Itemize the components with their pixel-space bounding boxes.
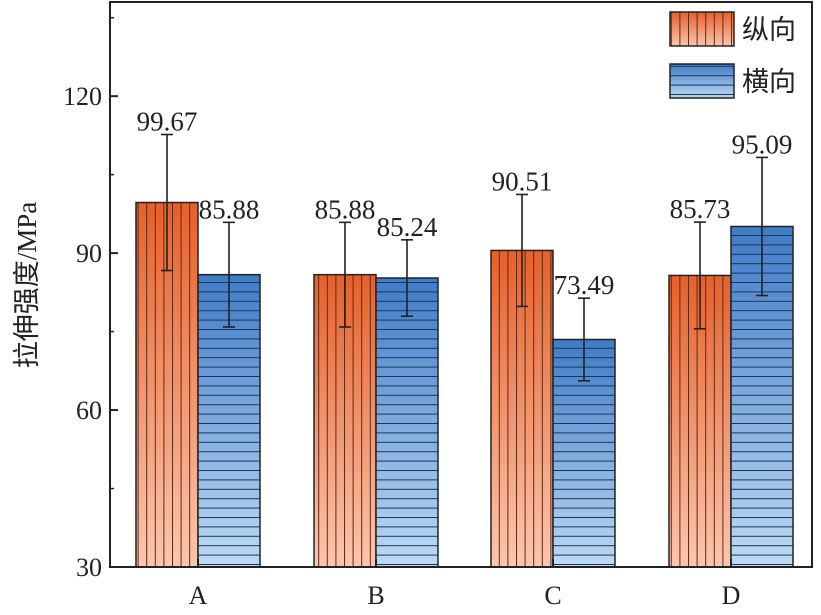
legend-swatch-hatch-longitudinal (669, 11, 735, 47)
plot-frame (109, 1, 813, 568)
data-label-bar-transverse-d: 95.09 (732, 129, 793, 159)
data-label-bar-longitudinal-b: 85.88 (315, 194, 376, 224)
y-tick-label: 120 (63, 82, 102, 111)
error-bars-layer (161, 133, 768, 382)
bars-layer (135, 201, 794, 568)
data-label-bar-longitudinal-a: 99.67 (137, 107, 198, 137)
y-tick-label: 60 (76, 396, 102, 425)
x-tick-label-a: A (189, 581, 208, 610)
x-tick-label-b: B (367, 581, 384, 610)
data-label-bar-transverse-b: 85.24 (377, 212, 438, 242)
data-label-bar-transverse-a: 85.88 (199, 194, 260, 224)
x-tick-label-c: C (544, 581, 561, 610)
data-label-bar-longitudinal-c: 90.51 (492, 166, 553, 196)
legend-label-longitudinal: 纵向 (742, 15, 796, 45)
y-tick-label: 90 (76, 239, 102, 268)
y-tick-label: 30 (76, 553, 102, 582)
data-label-bar-transverse-c: 73.49 (554, 270, 615, 300)
legend-swatch-hatch-transverse (669, 63, 735, 99)
data-label-bar-longitudinal-d: 85.73 (670, 194, 731, 224)
x-axis: A B C D (189, 559, 741, 610)
legend-label-transverse: 横向 (742, 67, 796, 97)
bar-transverse-b-hatch (375, 277, 439, 568)
y-axis: 30 60 90 120 (63, 16, 118, 582)
x-tick-label-d: D (722, 581, 741, 610)
y-axis-title: 拉伸强度/MPa (12, 202, 42, 369)
